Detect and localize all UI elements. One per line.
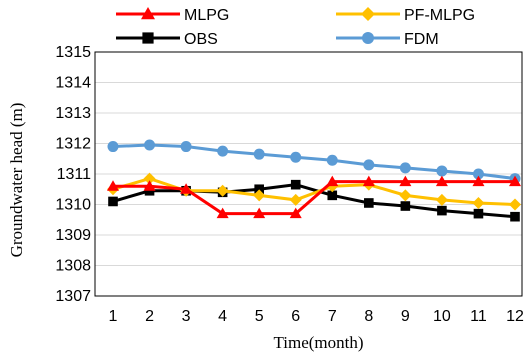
data-point-obs [437,205,447,216]
x-tick-label: 6 [291,308,300,325]
data-point-pf-mlpg [435,193,448,206]
y-tick-label: 1313 [55,105,91,122]
data-point-mlpg [326,175,339,187]
data-point-mlpg [143,180,156,191]
data-point-mlpg [472,175,485,187]
data-point-mlpg [216,207,229,219]
data-point-mlpg [399,175,412,187]
legend-item-fdm: FDM [336,31,439,48]
data-point-fdm [144,139,156,151]
data-point-obs [144,185,155,196]
x-tick-label: 3 [182,308,191,325]
data-point-fdm [217,145,229,157]
x-tick-label: 10 [433,308,451,325]
y-tick-label: 1314 [55,75,91,92]
data-point-fdm [363,159,375,171]
data-point-fdm [472,168,484,180]
legend-label: PF-MLPG [404,7,475,24]
data-point-obs [473,208,484,219]
legend-swatch-marker [142,32,154,44]
data-point-mlpg [107,180,119,191]
data-point-pf-mlpg [509,198,521,211]
series-lines [107,139,521,222]
x-tick-label: 9 [401,308,410,325]
data-point-obs [510,211,520,222]
x-tick-label: 11 [470,308,487,325]
legend-item-mlpg: MLPG [116,7,229,24]
series-line-obs [112,183,516,219]
x-tick-label: 5 [255,308,264,325]
data-point-obs [327,190,338,201]
series-line-mlpg [113,180,515,216]
y-tick-label: 1308 [55,258,91,275]
x-tick-label: 7 [328,308,337,325]
legend-swatch-marker [362,32,374,44]
x-tick-label: 1 [109,308,118,325]
data-point-pf-mlpg [472,196,485,209]
legend-swatch-marker [141,7,155,20]
data-point-pf-mlpg [253,189,266,202]
data-point-fdm [436,165,448,177]
grid-lines [95,51,522,297]
data-point-obs [400,201,411,211]
y-tick-label: 1310 [55,197,91,214]
y-tick-label: 1315 [55,44,91,61]
plot-frame [94,51,523,297]
data-point-obs [254,184,264,195]
data-point-obs [364,198,374,208]
x-tick-label: 2 [145,308,154,325]
legend-label: OBS [184,31,218,48]
series-mlpg [107,175,521,219]
legend-item-pf-mlpg: PF-MLPG [336,7,475,24]
data-point-fdm [399,162,411,174]
data-point-fdm [107,141,119,153]
x-tick-label: 4 [218,308,227,325]
legend: MLPG PF-MLPG OBS FDM [116,7,475,48]
legend-label: FDM [404,31,439,48]
data-point-mlpg [362,175,375,187]
y-tick-label: 1309 [55,227,91,244]
x-tick-label: 12 [506,308,524,325]
y-tick-label: 1311 [57,166,92,183]
x-axis-title: Time(month) [273,333,363,352]
legend-label: MLPG [184,7,229,24]
y-tick-label: 1312 [55,136,91,153]
legend-swatch-marker [361,7,375,21]
data-point-mlpg [435,175,448,187]
x-tick-label: 8 [364,308,373,325]
data-point-fdm [180,141,192,153]
legend-item-obs: OBS [116,31,218,48]
y-tick-label: 1307 [55,288,91,305]
data-point-fdm [253,148,265,160]
y-axis-title: Groundwater head (m) [7,103,26,258]
data-point-mlpg [509,175,521,187]
data-point-mlpg [289,207,302,219]
data-point-pf-mlpg [399,189,412,202]
series-fdm [107,139,521,185]
data-point-obs [290,179,301,190]
series-line-fdm [112,143,516,181]
data-point-fdm [290,151,302,163]
data-point-fdm [326,154,338,166]
data-point-pf-mlpg [216,184,229,197]
data-point-pf-mlpg [289,193,302,206]
data-point-mlpg [253,207,266,219]
axes [94,51,523,297]
data-point-obs [108,196,118,207]
data-point-pf-mlpg [143,172,156,185]
data-point-mlpg [180,183,193,194]
